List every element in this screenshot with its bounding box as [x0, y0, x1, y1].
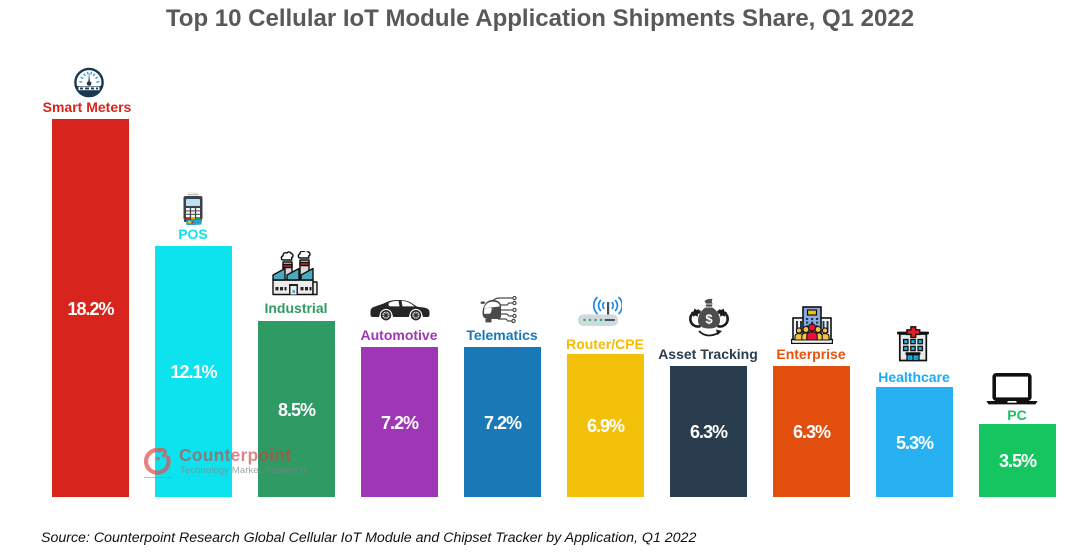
svg-text:$: $ [705, 312, 713, 327]
